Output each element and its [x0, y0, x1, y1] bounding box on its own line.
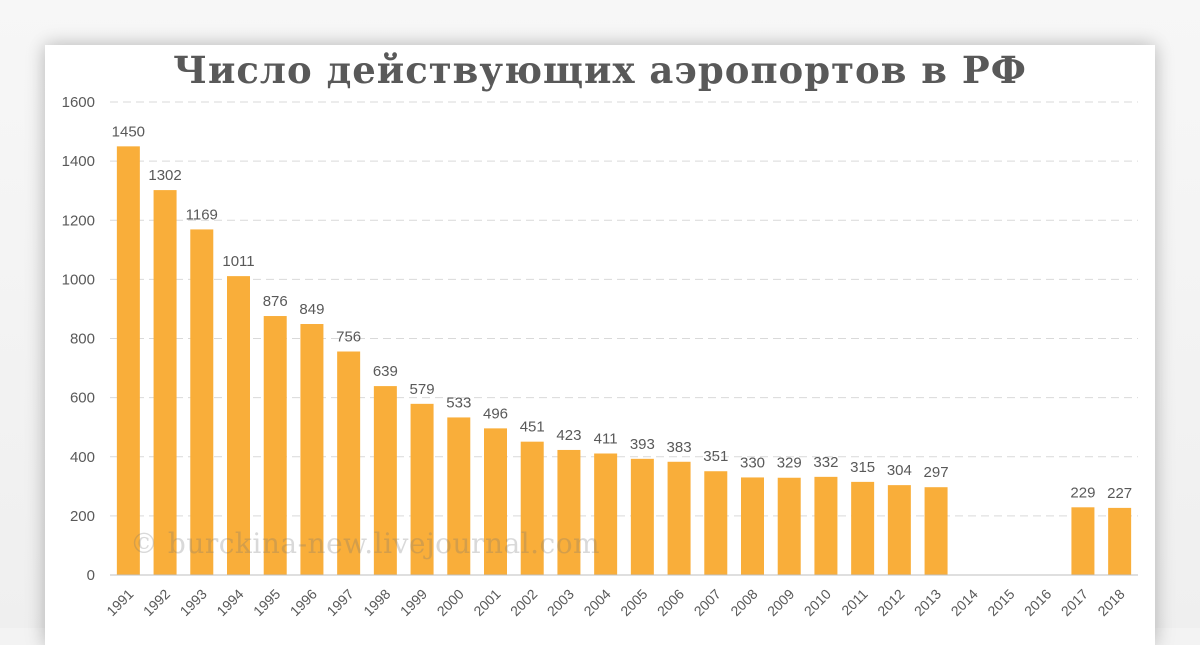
x-tick-label: 1994 — [213, 586, 246, 619]
x-tick-label: 2018 — [1094, 586, 1127, 619]
bar — [630, 458, 654, 575]
bar — [704, 471, 728, 575]
y-tick-label: 600 — [70, 390, 95, 407]
bar — [263, 316, 287, 575]
data-label: 1302 — [148, 167, 181, 184]
data-labels: 1450 1302 1169 1011 876 849 756 639 579 533 496 451… — [112, 123, 1132, 502]
data-label: 315 — [850, 459, 875, 476]
data-label: 227 — [1107, 485, 1132, 502]
bar — [190, 229, 214, 575]
x-tick-label: 2011 — [838, 586, 871, 619]
x-tick-label: 2013 — [911, 586, 944, 619]
bar — [227, 276, 250, 575]
data-label: 496 — [483, 405, 508, 422]
data-label: 1169 — [186, 206, 218, 223]
bar — [924, 487, 948, 575]
y-tick-label: 200 — [70, 508, 95, 525]
x-tick-label: 2008 — [727, 586, 760, 619]
bar-chart: 0 200 400 600 800 1000 1200 1400 1600 1450 1302 11… — [62, 94, 1138, 619]
data-label: 451 — [520, 419, 545, 436]
data-label: 1011 — [222, 253, 254, 270]
bar — [1108, 507, 1132, 575]
x-tick-label: 2001 — [470, 586, 503, 619]
x-tick-label: 2014 — [948, 586, 981, 619]
x-tick-label: 2015 — [984, 586, 1017, 619]
data-label: 329 — [777, 455, 802, 472]
x-tick-label: 2016 — [1021, 586, 1054, 619]
data-label: 351 — [703, 448, 728, 465]
bar — [594, 453, 618, 575]
bar — [373, 386, 397, 575]
data-label: 304 — [887, 462, 912, 479]
x-axis-ticks: 1991 1992 1993 1994 1995 1996 1997 1998 1999 2000… — [103, 586, 1128, 619]
bar — [741, 477, 764, 575]
y-tick-label: 0 — [87, 567, 95, 584]
bar — [520, 441, 544, 575]
x-tick-label: 2007 — [691, 586, 724, 619]
x-tick-label: 1996 — [287, 586, 320, 619]
bar — [814, 476, 838, 575]
bar — [667, 461, 691, 575]
data-label: 756 — [336, 329, 361, 346]
data-label: 639 — [373, 363, 398, 380]
y-tick-label: 1600 — [62, 94, 95, 111]
bar — [777, 477, 801, 575]
data-label: 383 — [667, 439, 692, 456]
x-tick-label: 1998 — [360, 586, 393, 619]
data-label: 423 — [556, 427, 581, 444]
data-label: 229 — [1070, 484, 1095, 501]
bars — [116, 146, 1132, 575]
x-tick-label: 1995 — [250, 586, 283, 619]
bar — [851, 481, 875, 575]
x-tick-label: 1997 — [323, 586, 356, 619]
y-tick-label: 1200 — [62, 212, 95, 229]
data-label: 579 — [410, 381, 435, 398]
y-tick-label: 400 — [70, 449, 95, 466]
x-tick-label: 2012 — [874, 586, 907, 619]
data-label: 1450 — [112, 123, 145, 140]
bar — [557, 449, 581, 575]
x-tick-label: 2009 — [764, 586, 797, 619]
x-tick-label: 1999 — [397, 586, 430, 619]
x-tick-label: 2002 — [507, 586, 540, 619]
bar — [484, 428, 507, 575]
data-label: 411 — [594, 430, 618, 447]
data-label: 849 — [299, 301, 324, 318]
data-label: 876 — [263, 293, 288, 310]
chart-title: Число действующих аэропортов в РФ — [173, 48, 1027, 92]
data-label: 533 — [446, 394, 471, 411]
x-tick-label: 2017 — [1058, 586, 1091, 619]
data-label: 332 — [813, 454, 838, 471]
bar — [300, 324, 324, 575]
watermark: © burckina-new.livejournal.com — [130, 527, 601, 560]
x-tick-label: 2006 — [654, 586, 687, 619]
x-tick-label: 1992 — [140, 586, 173, 619]
bar — [1071, 507, 1095, 575]
x-tick-label: 2010 — [801, 586, 834, 619]
x-tick-label: 2003 — [544, 586, 577, 619]
bar — [447, 417, 471, 575]
y-axis-ticks: 0 200 400 600 800 1000 1200 1400 1600 — [62, 94, 95, 584]
x-tick-label: 2004 — [580, 586, 613, 619]
bar — [153, 190, 177, 575]
x-tick-label: 1993 — [177, 586, 210, 619]
data-label: 297 — [924, 464, 949, 481]
bar — [410, 403, 434, 575]
x-tick-label: 2000 — [434, 586, 467, 619]
data-label: 393 — [630, 436, 655, 453]
y-tick-label: 800 — [70, 331, 95, 348]
y-tick-label: 1000 — [62, 271, 95, 288]
bar — [116, 146, 140, 575]
bar — [337, 351, 361, 575]
bar — [887, 485, 911, 575]
y-tick-label: 1400 — [62, 153, 95, 170]
x-tick-label: 1991 — [103, 586, 136, 619]
data-label: 330 — [740, 454, 765, 471]
x-tick-label: 2005 — [617, 586, 650, 619]
